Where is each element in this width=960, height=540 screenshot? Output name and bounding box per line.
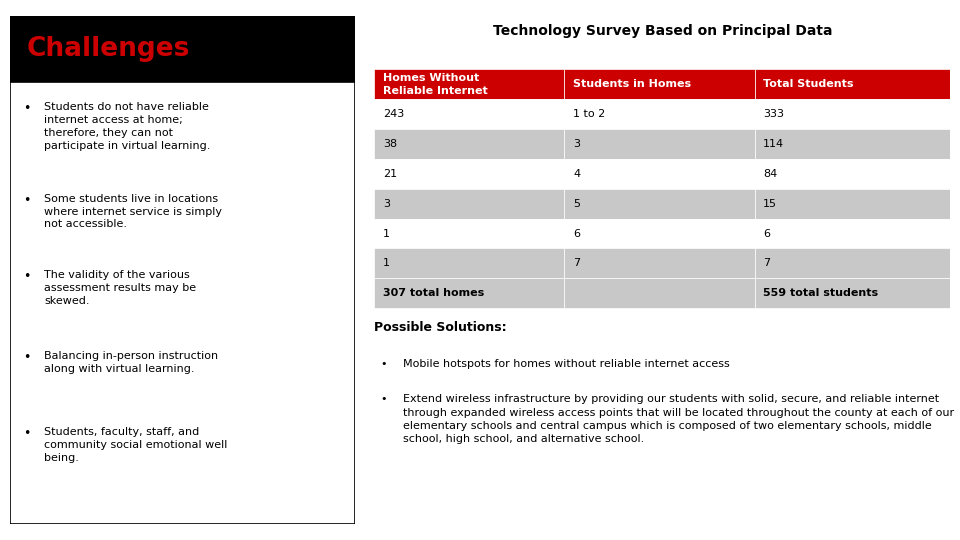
FancyBboxPatch shape bbox=[755, 219, 950, 248]
Text: 84: 84 bbox=[763, 169, 778, 179]
Text: Mobile hotspots for homes without reliable internet access: Mobile hotspots for homes without reliab… bbox=[403, 359, 730, 369]
Text: Balancing in-person instruction
along with virtual learning.: Balancing in-person instruction along wi… bbox=[44, 351, 218, 374]
FancyBboxPatch shape bbox=[755, 99, 950, 129]
Text: Technology Survey Based on Principal Data: Technology Survey Based on Principal Dat… bbox=[492, 24, 832, 38]
FancyBboxPatch shape bbox=[374, 278, 564, 308]
Text: 307 total homes: 307 total homes bbox=[383, 288, 484, 298]
FancyBboxPatch shape bbox=[755, 129, 950, 159]
FancyBboxPatch shape bbox=[755, 248, 950, 278]
Text: 243: 243 bbox=[383, 109, 404, 119]
Text: 4: 4 bbox=[573, 169, 580, 179]
Text: 114: 114 bbox=[763, 139, 784, 149]
Text: 7: 7 bbox=[573, 258, 580, 268]
FancyBboxPatch shape bbox=[374, 99, 564, 129]
Text: 1 to 2: 1 to 2 bbox=[573, 109, 606, 119]
FancyBboxPatch shape bbox=[564, 189, 755, 219]
Text: Possible Solutions:: Possible Solutions: bbox=[374, 321, 507, 334]
Text: 1: 1 bbox=[383, 258, 390, 268]
Text: Total Students: Total Students bbox=[763, 79, 853, 90]
FancyBboxPatch shape bbox=[374, 159, 564, 189]
Text: •: • bbox=[23, 194, 31, 207]
Text: Homes Without
Reliable Internet: Homes Without Reliable Internet bbox=[383, 73, 488, 96]
Text: 333: 333 bbox=[763, 109, 784, 119]
Text: Challenges: Challenges bbox=[27, 36, 190, 62]
FancyBboxPatch shape bbox=[374, 129, 564, 159]
Text: 1: 1 bbox=[383, 228, 390, 239]
FancyBboxPatch shape bbox=[564, 99, 755, 129]
FancyBboxPatch shape bbox=[755, 189, 950, 219]
Text: •: • bbox=[23, 427, 31, 440]
FancyBboxPatch shape bbox=[374, 248, 564, 278]
FancyBboxPatch shape bbox=[564, 129, 755, 159]
FancyBboxPatch shape bbox=[374, 189, 564, 219]
Text: •: • bbox=[23, 351, 31, 364]
FancyBboxPatch shape bbox=[564, 278, 755, 308]
Text: 3: 3 bbox=[383, 199, 390, 208]
Text: The validity of the various
assessment results may be
skewed.: The validity of the various assessment r… bbox=[44, 270, 196, 306]
Text: 15: 15 bbox=[763, 199, 778, 208]
FancyBboxPatch shape bbox=[755, 70, 950, 99]
Text: Some students live in locations
where internet service is simply
not accessible.: Some students live in locations where in… bbox=[44, 194, 222, 230]
FancyBboxPatch shape bbox=[564, 248, 755, 278]
FancyBboxPatch shape bbox=[564, 159, 755, 189]
Text: Students in Homes: Students in Homes bbox=[573, 79, 691, 90]
Text: 5: 5 bbox=[573, 199, 580, 208]
FancyBboxPatch shape bbox=[10, 16, 355, 82]
Text: •: • bbox=[380, 359, 387, 369]
FancyBboxPatch shape bbox=[10, 82, 355, 524]
Text: •: • bbox=[380, 394, 387, 404]
Text: Students do not have reliable
internet access at home;
therefore, they can not
p: Students do not have reliable internet a… bbox=[44, 103, 210, 151]
FancyBboxPatch shape bbox=[564, 219, 755, 248]
Text: •: • bbox=[23, 270, 31, 283]
Text: Students, faculty, staff, and
community social emotional well
being.: Students, faculty, staff, and community … bbox=[44, 427, 228, 463]
Text: 559 total students: 559 total students bbox=[763, 288, 878, 298]
Text: 38: 38 bbox=[383, 139, 397, 149]
Text: 21: 21 bbox=[383, 169, 397, 179]
FancyBboxPatch shape bbox=[374, 70, 564, 99]
Text: Extend wireless infrastructure by providing our students with solid, secure, and: Extend wireless infrastructure by provid… bbox=[403, 394, 954, 444]
Text: 3: 3 bbox=[573, 139, 580, 149]
FancyBboxPatch shape bbox=[755, 278, 950, 308]
FancyBboxPatch shape bbox=[564, 70, 755, 99]
Text: 6: 6 bbox=[573, 228, 580, 239]
FancyBboxPatch shape bbox=[755, 159, 950, 189]
Text: 6: 6 bbox=[763, 228, 770, 239]
FancyBboxPatch shape bbox=[374, 219, 564, 248]
Text: 7: 7 bbox=[763, 258, 770, 268]
Text: •: • bbox=[23, 103, 31, 116]
